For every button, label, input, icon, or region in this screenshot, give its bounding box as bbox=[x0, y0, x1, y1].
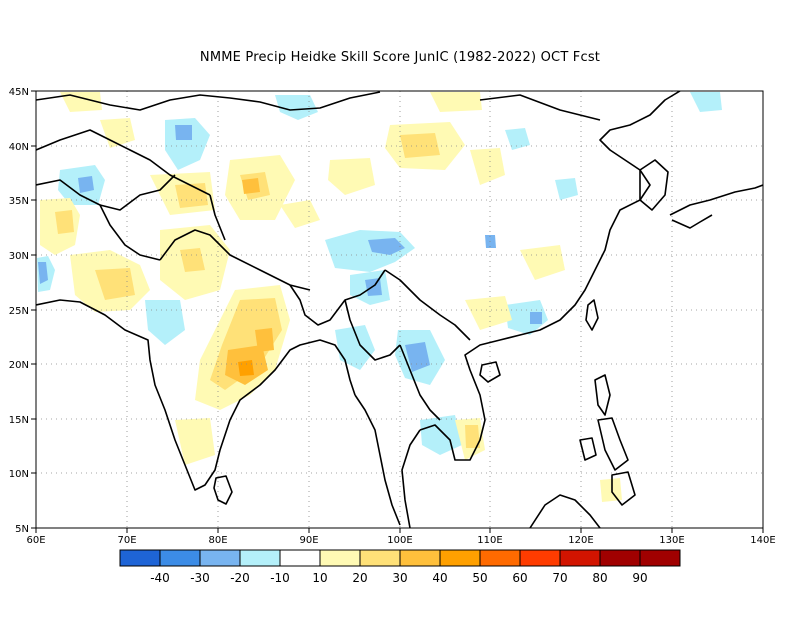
colorbar-label: 70 bbox=[552, 571, 567, 585]
colorbar-label: -30 bbox=[190, 571, 210, 585]
colorbar-swatch bbox=[399, 549, 441, 567]
colorbar-swatch bbox=[199, 549, 241, 567]
colorbar-label: 60 bbox=[512, 571, 527, 585]
lon-tick-label: 110E bbox=[477, 535, 502, 546]
lat-tick-label: 30N bbox=[9, 251, 29, 262]
lon-tick-label: 90E bbox=[299, 535, 318, 546]
lat-tick-label: 25N bbox=[9, 306, 29, 317]
lat-tick-label: 40N bbox=[9, 142, 29, 153]
colorbar-label: 90 bbox=[632, 571, 647, 585]
lon-tick-label: 140E bbox=[750, 535, 775, 546]
colorbar-label: 10 bbox=[312, 571, 327, 585]
colorbar-swatch bbox=[519, 549, 561, 567]
lon-tick-label: 60E bbox=[26, 535, 45, 546]
colorbar-label: -20 bbox=[230, 571, 250, 585]
lat-tick-label: 20N bbox=[9, 360, 29, 371]
lon-tick-label: 100E bbox=[387, 535, 412, 546]
lat-tick-label: 45N bbox=[9, 87, 29, 98]
lon-tick-label: 130E bbox=[659, 535, 684, 546]
lat-tick-label: 15N bbox=[9, 415, 29, 426]
colorbar-swatch bbox=[159, 549, 201, 567]
lon-tick-label: 80E bbox=[208, 535, 227, 546]
colorbar-label: 30 bbox=[392, 571, 407, 585]
lat-lon-grid bbox=[36, 91, 763, 528]
colorbar-swatch bbox=[359, 549, 401, 567]
lon-tick-label: 70E bbox=[117, 535, 136, 546]
colorbar-swatch bbox=[599, 549, 641, 567]
lat-tick-label: 10N bbox=[9, 469, 29, 480]
lat-tick-label: 5N bbox=[15, 524, 29, 535]
colorbar-swatch bbox=[319, 549, 361, 567]
colorbar: -40 -30 -20 -10 10 20 30 40 50 60 70 80 … bbox=[119, 549, 681, 585]
colorbar-label: 20 bbox=[352, 571, 367, 585]
colorbar-swatch bbox=[119, 549, 161, 567]
colorbar-label: 80 bbox=[592, 571, 607, 585]
coastlines-borders bbox=[36, 91, 763, 528]
colorbar-swatch bbox=[479, 549, 521, 567]
colorbar-swatch bbox=[559, 549, 601, 567]
colorbar-swatch bbox=[439, 549, 481, 567]
map-title: NMME Precip Heidke Skill Score JunIC (19… bbox=[199, 50, 601, 65]
lon-tick-label: 120E bbox=[568, 535, 593, 546]
colorbar-swatch bbox=[279, 549, 321, 567]
colorbar-swatch bbox=[239, 549, 281, 567]
colorbar-label: 40 bbox=[432, 571, 447, 585]
lat-tick-label: 35N bbox=[9, 196, 29, 207]
colorbar-label: 50 bbox=[472, 571, 487, 585]
colorbar-label: -40 bbox=[150, 571, 170, 585]
colorbar-label: -10 bbox=[270, 571, 290, 585]
skill-field bbox=[37, 92, 722, 502]
